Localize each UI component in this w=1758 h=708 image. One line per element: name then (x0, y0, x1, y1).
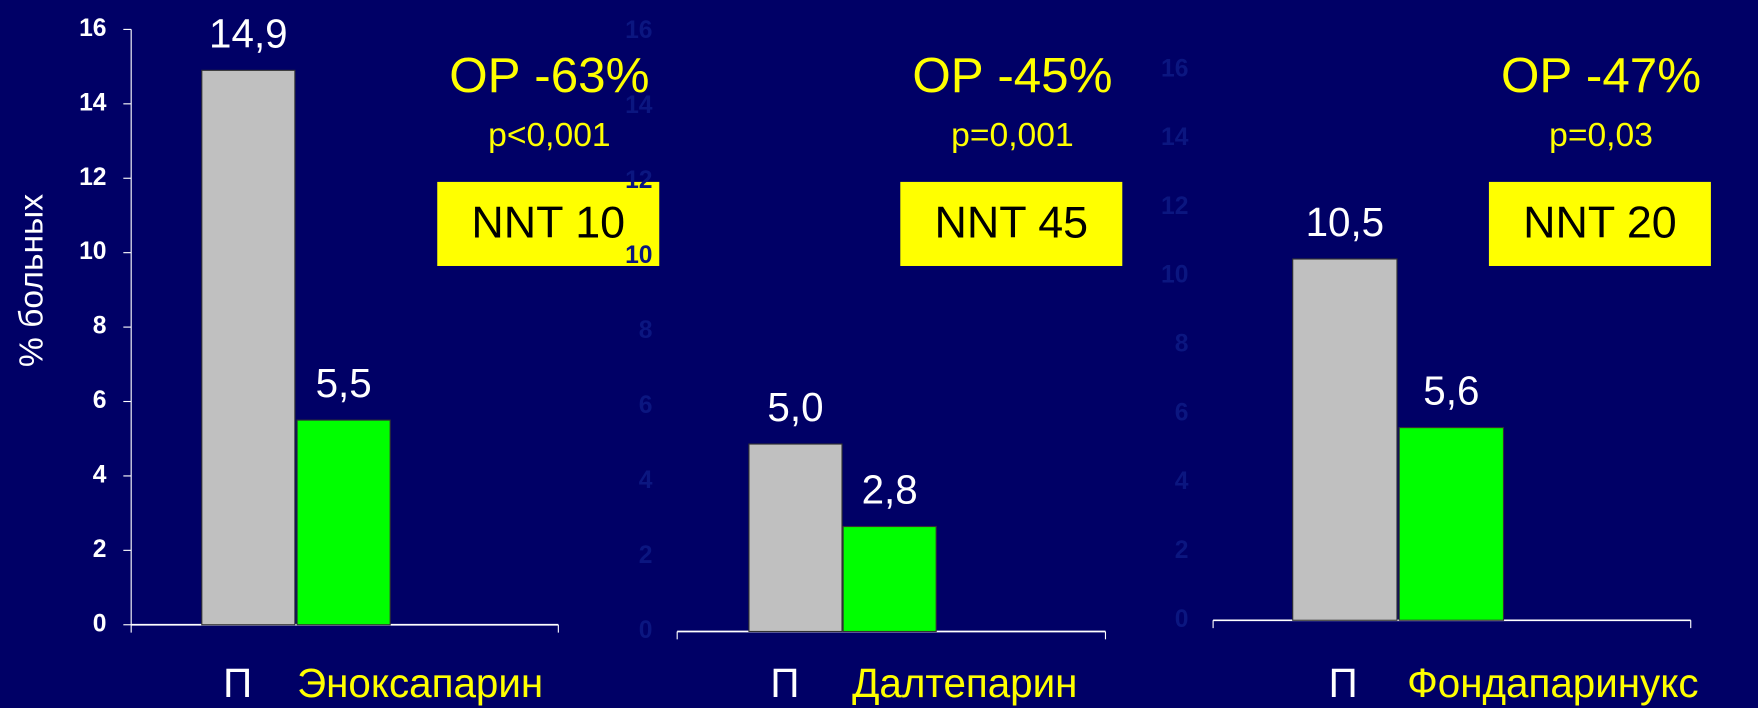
y-tick-label: 6 (93, 387, 107, 414)
y-tick-label: 14 (625, 92, 653, 119)
value-label: 14,9 (209, 10, 288, 56)
y-tick-label: 14 (79, 89, 107, 116)
y-tick-label: 2 (639, 542, 653, 569)
category-label: Далтепарин (852, 660, 1077, 706)
y-tick-label: 4 (93, 461, 107, 488)
bar (748, 443, 843, 633)
y-tick-label: 16 (625, 17, 652, 44)
nnt-label: NNT 20 (1523, 196, 1677, 247)
y-tick-label: 8 (639, 317, 653, 344)
y-tick-label: 0 (1175, 606, 1189, 633)
value-label: 5,5 (316, 360, 372, 406)
y-tick-label: 0 (93, 610, 107, 637)
y-tick-label: 6 (639, 392, 653, 419)
value-label: 5,0 (767, 384, 823, 430)
y-tick-label: 0 (639, 617, 653, 644)
y-axis-label: % больных (14, 194, 51, 367)
category-label: Эноксапарин (297, 660, 543, 706)
p-value: p=0,03 (1549, 117, 1653, 154)
y-tick-label: 4 (639, 467, 653, 494)
bar (201, 69, 296, 626)
category-label: П (223, 660, 252, 706)
y-tick-label: 10 (625, 242, 652, 269)
risk-reduction: ОР -45% (912, 48, 1112, 103)
bar (1398, 427, 1505, 621)
bar (1292, 258, 1398, 621)
y-tick-label: 12 (1161, 193, 1188, 220)
value-label: 10,5 (1306, 199, 1385, 245)
p-value: p=0,001 (951, 117, 1073, 154)
y-tick-label: 10 (79, 238, 106, 265)
y-tick-label: 16 (79, 15, 106, 42)
bar (296, 419, 391, 626)
y-tick-label: 8 (1175, 331, 1189, 358)
y-tick-label: 14 (1161, 124, 1189, 151)
nnt-label: NNT 45 (934, 196, 1088, 247)
risk-reduction: ОР -47% (1501, 48, 1701, 103)
y-tick-label: 6 (1175, 399, 1189, 426)
y-tick-label: 12 (79, 164, 106, 191)
y-tick-label: 10 (1161, 262, 1188, 289)
nnt-box (900, 181, 1123, 266)
y-tick-label: 2 (93, 536, 107, 563)
y-tick-label: 2 (1175, 537, 1189, 564)
nnt-label: NNT 10 (471, 196, 625, 247)
bar (842, 525, 937, 633)
y-tick-label: 16 (1161, 55, 1188, 82)
category-label: Фондапаринукс (1407, 660, 1698, 706)
risk-reduction: ОР -63% (449, 48, 649, 103)
y-tick-label: 4 (1175, 468, 1189, 495)
p-value: p<0,001 (488, 117, 610, 154)
y-tick-label: 12 (625, 167, 652, 194)
nnt-box (437, 181, 660, 266)
nnt-box (1488, 181, 1711, 266)
value-label: 2,8 (862, 467, 918, 513)
category-label: П (1329, 660, 1358, 706)
value-label: 5,6 (1423, 368, 1479, 414)
y-tick-label: 8 (93, 313, 107, 340)
category-label: П (770, 660, 799, 706)
